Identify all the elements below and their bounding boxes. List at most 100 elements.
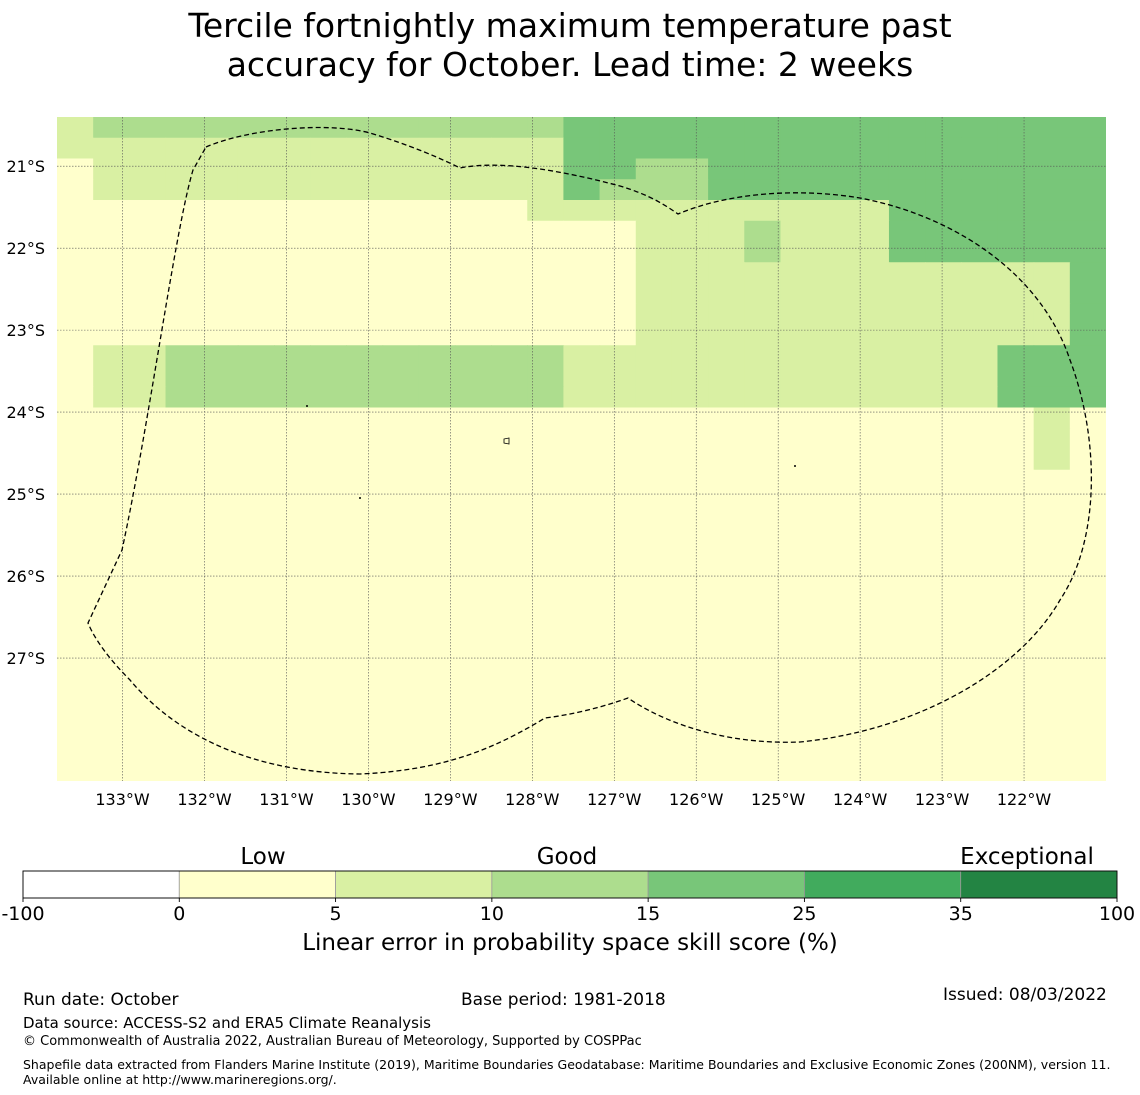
grid-cell (491, 677, 528, 699)
grid-cell (418, 220, 456, 243)
grid-cell (165, 137, 203, 160)
colorbar: -100 0 5 10 15 25 35 100 Low Good Exceptional (1, 844, 1135, 925)
grid-cell (165, 303, 203, 326)
grid-cell (816, 449, 854, 471)
grid-cell (57, 532, 94, 554)
grid-cell (418, 324, 456, 346)
grid-cell (708, 718, 745, 741)
grid-cell (599, 345, 637, 367)
grid-cell (671, 739, 709, 761)
grid-cell (57, 137, 94, 160)
grid-cell (57, 677, 94, 699)
grid-cell (237, 698, 275, 720)
grid-cell (997, 490, 1035, 512)
grid-cell (925, 594, 962, 616)
grid-cell (816, 262, 854, 284)
colorbar-tick-label: 0 (173, 903, 185, 925)
grid-cell (129, 386, 167, 409)
colorbar-tick-label: 35 (949, 903, 973, 925)
grid-cell (997, 386, 1035, 409)
grid-cell (744, 718, 782, 741)
grid-cell (237, 262, 275, 284)
grid-cell (1069, 552, 1106, 575)
grid-cell (563, 407, 601, 429)
grid-cell (925, 677, 962, 699)
grid-cell (708, 137, 745, 160)
grid-cell (708, 532, 745, 554)
grid-cell (599, 449, 637, 471)
grid-cell (165, 324, 203, 346)
grid-cell (165, 345, 203, 367)
grid-cell (961, 200, 999, 222)
grid-cell (816, 137, 854, 160)
grid-cell (93, 490, 130, 512)
grid-cell (708, 635, 745, 658)
grid-cell (57, 469, 94, 492)
grid-cell (491, 241, 528, 263)
grid-cell (93, 303, 130, 326)
grid-cell (527, 469, 565, 492)
grid-cell (816, 677, 854, 699)
grid-cell (816, 656, 854, 678)
grid-cell (997, 428, 1035, 450)
grid-cell (310, 345, 347, 367)
grid-cell (599, 739, 637, 761)
grid-cell (418, 262, 456, 284)
grid-cell (527, 117, 565, 139)
grid-cell (382, 677, 420, 699)
grid-cell (780, 677, 818, 699)
grid-cell (491, 158, 528, 180)
grid-cell (961, 428, 999, 450)
grid-cell (1069, 117, 1106, 139)
grid-cell (744, 635, 782, 658)
grid-cell (852, 615, 890, 637)
grid-cell (93, 324, 130, 346)
grid-cell (888, 760, 926, 781)
grid-cell (310, 490, 347, 512)
grid-cell (888, 615, 926, 637)
grid-cell (1069, 220, 1106, 243)
grid-cell (1033, 698, 1071, 720)
grid-cell (1069, 179, 1106, 201)
grid-cell (708, 407, 745, 429)
grid-cell (418, 241, 456, 263)
grid-cell (237, 303, 275, 326)
grid-cell (635, 366, 673, 388)
grid-cell (961, 656, 999, 678)
grid-cell (888, 594, 926, 616)
grid-cell (382, 698, 420, 720)
grid-cell (563, 677, 601, 699)
grid-cell (382, 490, 420, 512)
grid-cell (57, 345, 94, 367)
grid-cell (129, 490, 167, 512)
grid-cell (129, 200, 167, 222)
grid-cell (852, 262, 890, 284)
grid-cell (237, 407, 275, 429)
grid-cell (57, 573, 94, 595)
grid-cell (527, 760, 565, 781)
grid-cell (454, 469, 492, 492)
grid-cell (671, 179, 709, 201)
grid-cell (454, 137, 492, 160)
grid-cell (563, 532, 601, 554)
grid-cell (1033, 137, 1071, 160)
grid-cell (852, 449, 890, 471)
grid-cell (635, 200, 673, 222)
grid-cell (744, 137, 782, 160)
grid-cell (454, 635, 492, 658)
grid-cell (491, 490, 528, 512)
lon-tick-label: 131°W (259, 790, 314, 809)
grid-cell (852, 117, 890, 139)
grid-cell (744, 698, 782, 720)
graticule (57, 117, 1106, 781)
grid-cell (346, 698, 384, 720)
grid-cell (310, 656, 347, 678)
grid-cell (1069, 635, 1106, 658)
grid-cell (57, 220, 94, 243)
grid-cell (201, 220, 239, 243)
grid-cell (418, 283, 456, 305)
grid-cell (997, 718, 1035, 741)
grid-cell (997, 739, 1035, 761)
grid-cell (671, 283, 709, 305)
grid-cell (527, 428, 565, 450)
